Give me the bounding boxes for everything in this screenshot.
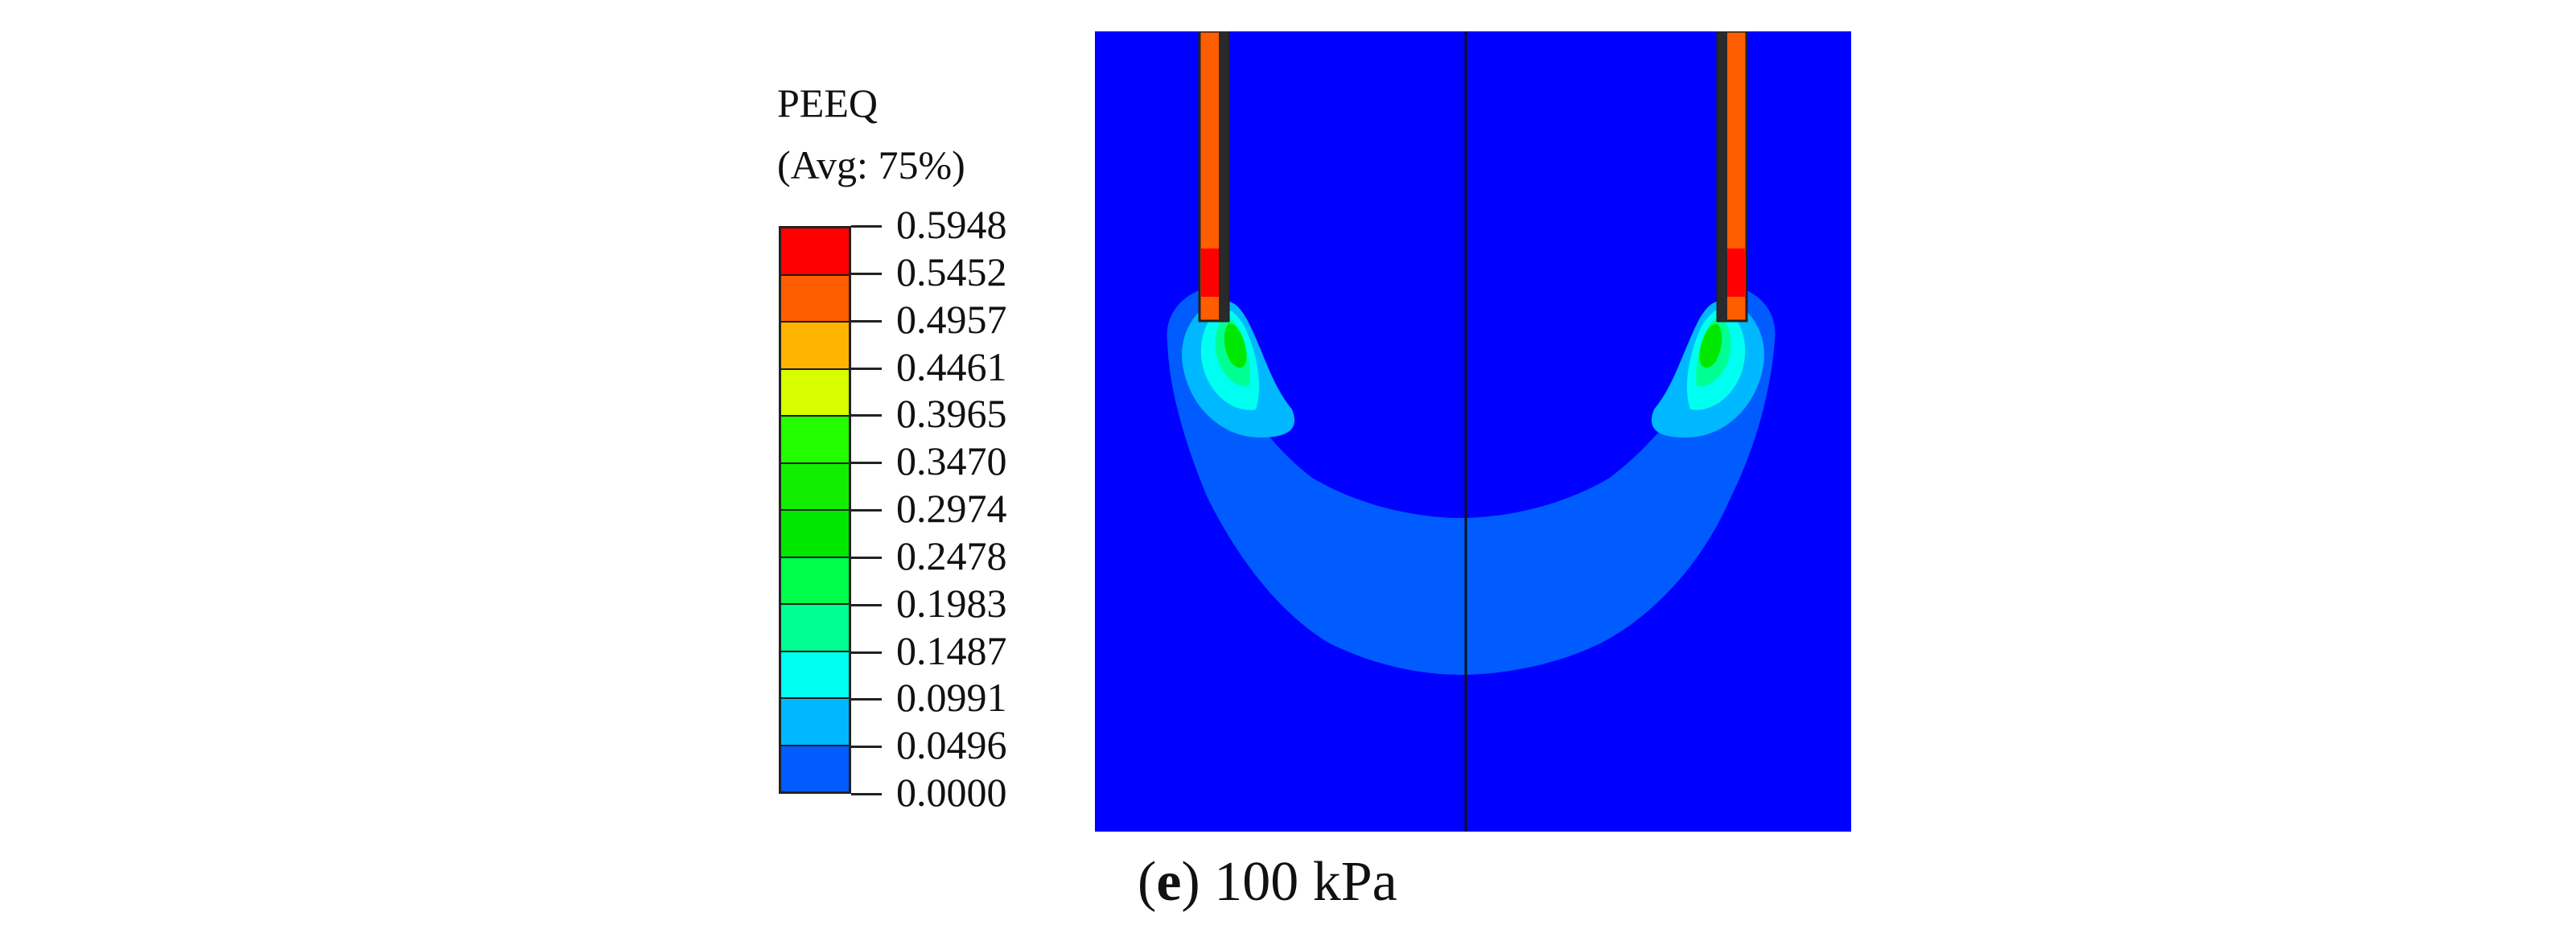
right-tip-zone-2478	[1699, 323, 1722, 368]
left-pile-wall	[1219, 31, 1228, 321]
legend-value: 0.4461	[896, 343, 1007, 389]
legend-tick	[851, 319, 882, 323]
plastic-zone-outer	[1167, 285, 1776, 675]
caption-paren-close: )	[1181, 851, 1200, 913]
legend-value: 0.5948	[896, 202, 1007, 247]
legend-value: 0.4957	[896, 296, 1007, 342]
legend-value: 0.2974	[896, 486, 1007, 531]
caption-paren-open: (	[1138, 851, 1157, 913]
legend-swatch	[781, 275, 849, 323]
legend-swatch	[781, 417, 849, 464]
legend-tick	[851, 651, 882, 654]
legend-tick	[851, 462, 882, 465]
legend-value: 0.5452	[896, 249, 1007, 294]
right-pile-wall	[1718, 31, 1727, 321]
legend-value: 0.3965	[896, 391, 1007, 437]
legend-value: 0.0991	[896, 675, 1007, 721]
legend-averaging-label: (Avg: 75%)	[777, 142, 965, 187]
legend-tick	[851, 272, 882, 275]
legend-swatch	[781, 369, 849, 417]
legend-value: 0.3470	[896, 438, 1007, 484]
legend-swatch	[781, 463, 849, 511]
legend-tick	[851, 509, 882, 512]
legend-value: 0.0000	[896, 770, 1007, 815]
legend-tick	[851, 225, 882, 228]
legend-swatch	[781, 323, 849, 370]
legend-variable-label: PEEQ	[777, 80, 878, 125]
legend-swatch	[781, 746, 849, 791]
legend-tick	[851, 556, 882, 559]
legend-value: 0.1487	[896, 627, 1007, 673]
legend-swatch	[781, 511, 849, 558]
legend-swatch	[781, 557, 849, 605]
legend-colorbar	[779, 226, 851, 794]
legend-swatch	[781, 699, 849, 746]
legend-swatch	[781, 651, 849, 699]
legend-value: 0.0496	[896, 722, 1007, 768]
peeq-contour-plot	[1095, 31, 1851, 832]
legend-tick	[851, 603, 882, 606]
legend-value: 0.1983	[896, 580, 1007, 626]
left-tip-zone-2478	[1224, 323, 1247, 368]
legend-swatch	[781, 228, 849, 276]
legend-value: 0.2478	[896, 532, 1007, 578]
legend-tick	[851, 367, 882, 370]
figure-caption: (e) 100 kPa	[1138, 854, 1397, 910]
legend-swatch	[781, 605, 849, 652]
legend-tick	[851, 698, 882, 701]
legend-tick	[851, 414, 882, 417]
caption-text: 100 kPa	[1200, 851, 1397, 913]
legend-tick	[851, 793, 882, 795]
legend-tick	[851, 746, 882, 749]
caption-letter: e	[1156, 851, 1182, 913]
